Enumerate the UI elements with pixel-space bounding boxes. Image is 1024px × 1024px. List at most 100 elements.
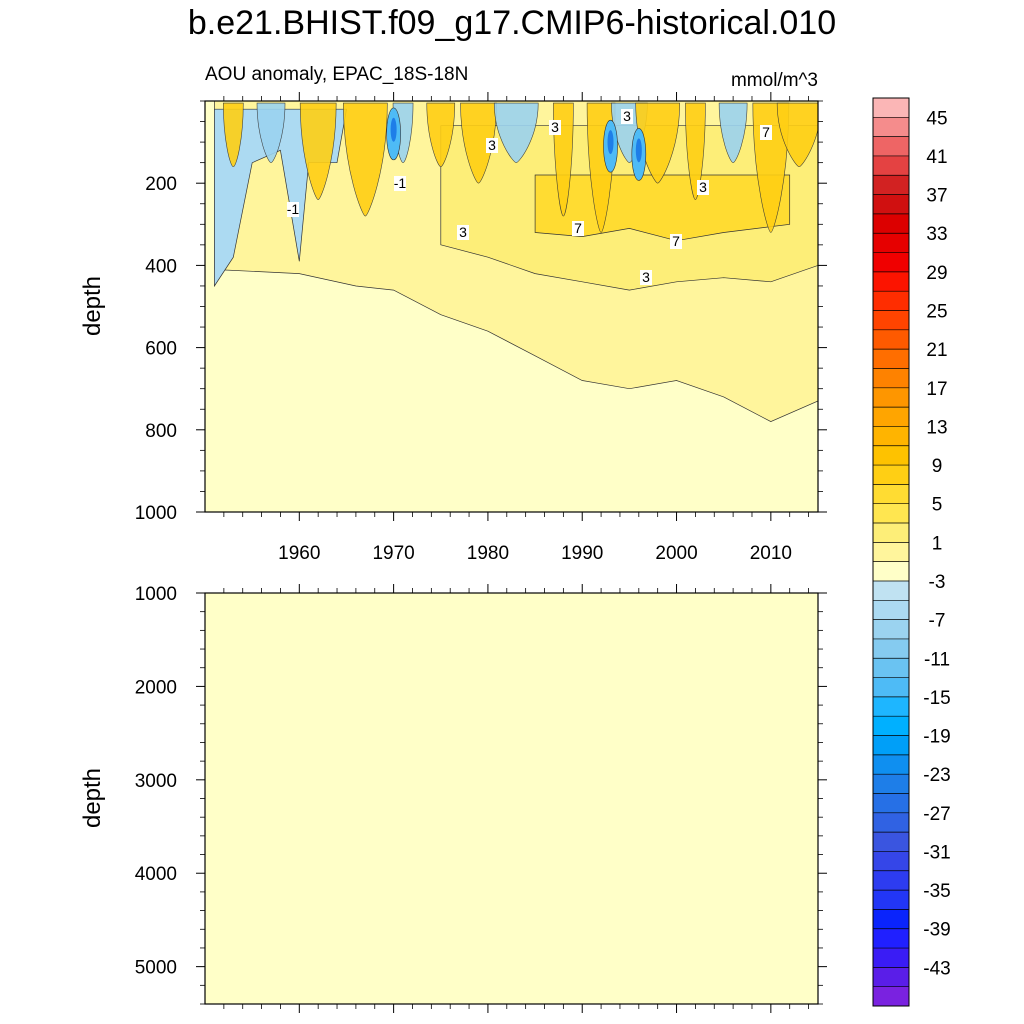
- colorbar-label: 41: [926, 147, 947, 168]
- colorbar-label: -23: [923, 765, 950, 786]
- colorbar-swatch: [873, 928, 909, 949]
- colorbar-swatch: [873, 561, 909, 582]
- lower-background-field: [205, 593, 818, 1004]
- x-tick-label: 2000: [655, 543, 697, 564]
- contour-label-bg-10: [640, 270, 652, 285]
- colorbar-swatch: [873, 136, 909, 157]
- upper-subtitle-left: AOU anomaly, EPAC_18S-18N: [205, 64, 468, 85]
- colorbar-swatch: [873, 948, 909, 968]
- contour-label-0: 3: [551, 119, 559, 135]
- colorbar-swatch: [873, 117, 909, 137]
- upper-y-axis-label: depth: [79, 276, 106, 336]
- colorbar-swatch: [873, 909, 909, 930]
- colorbar-swatch: [873, 542, 909, 562]
- colorbar-label: -3: [929, 572, 946, 593]
- colorbar-swatch: [873, 233, 909, 253]
- y-tick-label: 1000: [135, 503, 177, 524]
- colorbar-swatch: [873, 310, 909, 331]
- colorbar-swatch: [873, 774, 909, 794]
- colorbar-swatch: [873, 658, 909, 678]
- contour-streak-5: [426, 102, 456, 168]
- contour-label-1: 3: [623, 108, 631, 124]
- x-tick-label: 1980: [467, 543, 509, 564]
- contour-label-3: -1: [394, 175, 407, 191]
- lower-y-axis-label: depth: [79, 768, 106, 828]
- y-tick-label: 800: [145, 421, 177, 442]
- x-tick-label: 1970: [372, 543, 414, 564]
- colorbar-label: 37: [926, 186, 947, 207]
- colorbar-swatch: [873, 484, 909, 504]
- colorbar-label: -35: [923, 881, 950, 902]
- negative-core-center-2: [635, 138, 642, 163]
- colorbar-swatch: [873, 638, 909, 659]
- colorbar-swatch: [873, 407, 909, 427]
- contour-label-7: 7: [672, 233, 680, 249]
- colorbar-swatch: [873, 523, 909, 543]
- colorbar-swatch: [873, 329, 909, 350]
- contour-streak-2: [299, 102, 337, 200]
- colorbar-swatch: [873, 600, 909, 620]
- y-tick-label: 5000: [135, 958, 177, 979]
- colorbar-swatch: [873, 155, 909, 176]
- colorbar-label: -43: [923, 958, 950, 979]
- y-tick-label: 4000: [135, 864, 177, 885]
- contour-label-bg-8: [457, 225, 469, 240]
- colorbar-label: -39: [923, 920, 950, 941]
- colorbar-swatch: [873, 252, 909, 273]
- colorbar-label: 45: [926, 108, 947, 129]
- colorbar-frame: [872, 97, 910, 1007]
- contour-label-bg-7: [670, 234, 682, 249]
- colorbar-swatch: [873, 271, 909, 292]
- negative-core-center-1: [607, 130, 614, 155]
- contour-label-bg-9: [760, 125, 772, 140]
- colorbar-label: 25: [926, 302, 947, 323]
- colorbar-swatch: [873, 426, 909, 447]
- colorbar-swatch: [873, 890, 909, 910]
- colorbar: 45 41 37 33 29 25 21 17 13 9 5 1 -3 -7 -11 -15 -19 -23 -27…: [872, 97, 951, 1007]
- contour-label-bg-4: [287, 202, 299, 217]
- contour-streak-6: [460, 102, 497, 184]
- colorbar-swatch: [873, 503, 909, 524]
- colorbar-swatch: [873, 832, 909, 852]
- colorbar-swatch: [873, 735, 909, 756]
- contour-label-bg-5: [697, 180, 709, 195]
- colorbar-label: 9: [932, 456, 943, 477]
- y-tick-label: 3000: [135, 771, 177, 792]
- contour-label-bg-1: [621, 109, 633, 124]
- contour-streak-12: [685, 102, 706, 200]
- contour-label-5: 3: [699, 179, 707, 195]
- colorbar-swatch: [873, 986, 909, 1007]
- contour-label-2: 3: [488, 137, 496, 153]
- figure-title: b.e21.BHIST.f09_g17.CMIP6-historical.010: [188, 4, 836, 42]
- y-tick-label: 2000: [135, 677, 177, 698]
- colorbar-swatch: [873, 754, 909, 775]
- contour-streak-3: [343, 102, 388, 217]
- colorbar-label: -31: [923, 842, 950, 863]
- colorbar-label: 21: [926, 340, 947, 361]
- upper-subtitle-right: mmol/m^3: [731, 70, 818, 91]
- contour-streak-1: [256, 102, 286, 163]
- contour-label-bg-3: [394, 176, 406, 191]
- colorbar-label: 1: [932, 533, 943, 554]
- contour-streak-7: [493, 102, 539, 163]
- contour-streak-13: [718, 102, 748, 163]
- lower-contour-plot: 1000 2000 3000 4000 5000: [135, 584, 827, 1013]
- contour-streak-15: [776, 102, 818, 168]
- contour-label-10: 3: [642, 269, 650, 285]
- y-tick-label: 200: [145, 174, 177, 195]
- colorbar-swatch: [873, 291, 909, 311]
- colorbar-swatch: [873, 445, 909, 466]
- colorbar-swatch: [873, 368, 909, 389]
- colorbar-label: 5: [932, 495, 943, 516]
- colorbar-swatch: [873, 677, 909, 698]
- x-tick-label: 1960: [278, 543, 320, 564]
- colorbar-swatch: [873, 387, 909, 408]
- colorbar-swatch: [873, 465, 909, 485]
- contour-streak-0: [222, 102, 244, 168]
- contour-label-9: 7: [762, 124, 770, 140]
- colorbar-label: 17: [926, 379, 947, 400]
- colorbar-label: 29: [926, 263, 947, 284]
- colorbar-swatch: [873, 194, 909, 215]
- colorbar-label: -11: [924, 649, 950, 670]
